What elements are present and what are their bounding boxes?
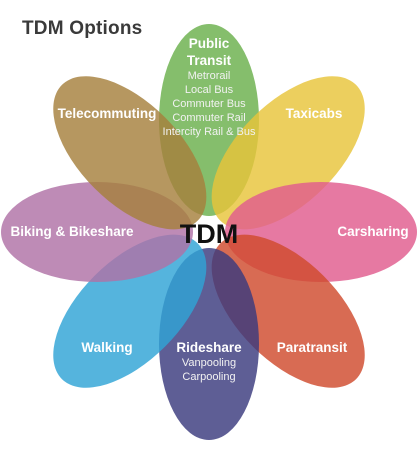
petal-sublabel-transit: Commuter Rail [172,112,245,124]
petal-taxicabs [211,76,365,230]
petal-label-transit: Public [189,36,230,51]
petal-label-telecommuting: Telecommuting [58,106,157,121]
diagram-title: TDM Options [22,18,143,39]
petal-sublabel-transit: Commuter Bus [172,98,246,110]
petal-telecommuting [53,76,207,230]
petal-paratransit [211,234,365,388]
petal-sublabel-rideshare: Vanpooling [182,357,236,369]
petal-walking [53,234,207,388]
petal-sublabel-transit: Metrorail [188,70,231,82]
petal-label-carsharing: Carsharing [337,224,408,239]
petal-label-rideshare: Rideshare [176,340,242,355]
petal-sublabel-rideshare: Carpooling [182,371,235,383]
petal-label-taxicabs: Taxicabs [286,106,343,121]
petal-label-biking: Biking & Bikeshare [10,224,134,239]
center-label: TDM [180,219,238,249]
petal-sublabel-transit: Local Bus [185,84,234,96]
petal-label-paratransit: Paratransit [277,340,348,355]
petal-sublabel-transit: Intercity Rail & Bus [163,126,256,138]
petal-label-transit: Transit [187,53,232,68]
petal-label-walking: Walking [81,340,132,355]
